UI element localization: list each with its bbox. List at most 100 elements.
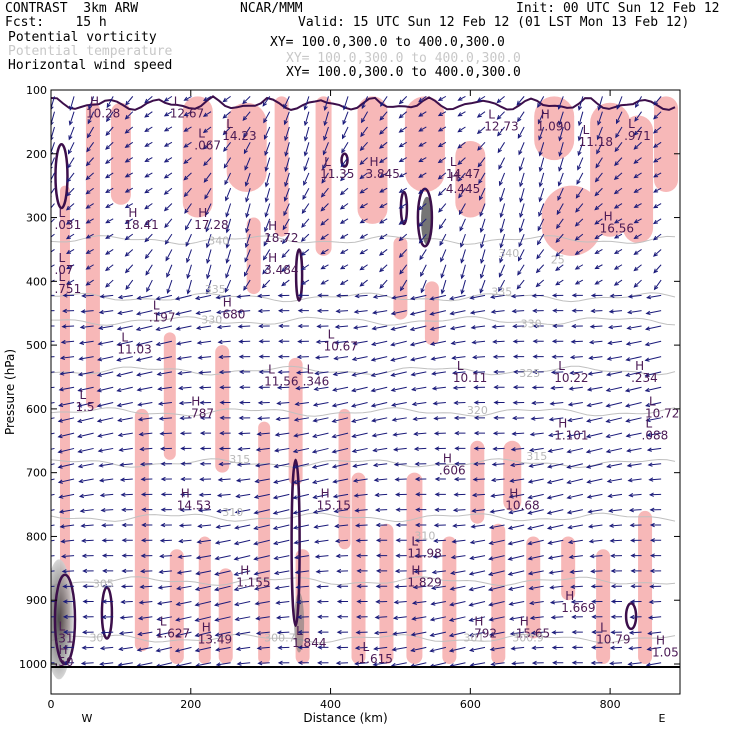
wind-arrow xyxy=(433,538,446,543)
wind-arrow xyxy=(457,141,466,149)
theta-contour-line xyxy=(51,316,676,326)
wind-arrow xyxy=(379,218,388,224)
wind-arrow xyxy=(633,203,642,208)
wind-arrow xyxy=(531,660,544,666)
wind-arrow xyxy=(136,294,153,300)
low-center-marker: L xyxy=(226,117,233,131)
theta-contour-label: 300.7 xyxy=(264,632,296,645)
wind-arrow xyxy=(430,356,446,361)
wind-arrow xyxy=(648,599,662,605)
wind-arrow xyxy=(372,294,388,299)
wind-arrow xyxy=(186,279,192,295)
wind-arrow xyxy=(116,356,133,362)
wind-arrow xyxy=(646,432,662,437)
wind-arrow xyxy=(281,279,290,287)
wind-arrow xyxy=(653,96,662,106)
wind-arrow xyxy=(66,279,75,285)
wind-arrow xyxy=(499,233,506,249)
wind-arrow xyxy=(547,539,564,545)
wind-arrow xyxy=(453,400,466,406)
wind-arrow xyxy=(155,325,173,332)
wind-arrow xyxy=(77,371,94,377)
wind-arrow xyxy=(283,111,290,126)
wind-arrow xyxy=(399,264,408,275)
low-center-marker: L xyxy=(153,299,160,313)
wind-arrow xyxy=(437,126,447,132)
wind-arrow xyxy=(105,218,114,224)
hl-center-value: 1.844 xyxy=(292,636,326,650)
wind-arrow xyxy=(493,385,505,390)
wind-arrow xyxy=(379,264,388,273)
wind-arrow xyxy=(255,447,270,452)
wind-arrow xyxy=(303,142,310,157)
theta-contour-line xyxy=(51,407,676,417)
wind-arrow xyxy=(202,141,212,150)
wind-arrow xyxy=(163,126,173,132)
wind-arrow xyxy=(574,249,584,255)
wind-arrow xyxy=(480,249,486,265)
wind-arrow xyxy=(552,660,564,665)
wind-arrow xyxy=(546,493,564,500)
hl-center-value: 1.050 xyxy=(652,645,686,659)
wind-arrow xyxy=(646,294,662,300)
wind-arrow xyxy=(58,493,75,499)
wind-arrow xyxy=(437,141,447,148)
hl-center-value: 14.47 xyxy=(446,167,480,181)
wind-arrow xyxy=(356,599,368,604)
wind-arrow xyxy=(214,616,231,622)
wind-arrow xyxy=(512,324,525,329)
wind-arrow xyxy=(649,553,662,558)
wind-arrow xyxy=(594,187,603,197)
wind-arrow xyxy=(85,233,94,239)
theta-contour-line xyxy=(51,512,676,523)
wind-arrow xyxy=(335,553,349,559)
wind-arrow xyxy=(342,126,349,140)
wind-arrow xyxy=(449,601,466,607)
wind-arrow xyxy=(645,417,662,423)
wind-arrow xyxy=(374,492,388,498)
wind-arrow xyxy=(334,538,349,544)
wind-arrow xyxy=(100,630,114,635)
wind-arrow xyxy=(59,355,75,360)
hl-center-value: .067 xyxy=(194,138,221,152)
hl-center-value: .234 xyxy=(631,371,658,385)
hl-center-value: .197 xyxy=(149,311,176,325)
hl-center-value: 10.72 xyxy=(645,406,679,420)
low-center-marker: L xyxy=(79,388,86,402)
wind-arrow xyxy=(314,370,329,376)
wind-arrow xyxy=(51,356,55,358)
theta-contour-label: 310 xyxy=(414,530,435,543)
wind-arrow xyxy=(273,555,290,561)
wind-arrow xyxy=(238,431,251,436)
y-tick-label: 400 xyxy=(26,275,47,288)
wind-arrow xyxy=(379,111,388,121)
wind-arrow xyxy=(390,340,407,347)
wind-arrow xyxy=(530,630,544,636)
wind-arrow xyxy=(322,142,329,156)
wind-arrow xyxy=(633,249,642,255)
wind-arrow xyxy=(51,249,55,255)
wind-arrow xyxy=(649,538,662,543)
wind-arrow xyxy=(374,615,388,620)
x-axis-title: Distance (km) xyxy=(303,711,387,725)
wind-arrow xyxy=(531,293,544,298)
wind-arrow xyxy=(538,142,545,157)
wind-arrow xyxy=(375,522,388,528)
wind-arrow xyxy=(498,172,506,187)
pv-contour-line xyxy=(54,142,69,210)
wind-arrow xyxy=(51,402,55,404)
wind-arrow xyxy=(629,523,642,528)
high-center-marker: H xyxy=(90,95,99,109)
wind-arrow xyxy=(613,172,623,181)
wind-arrow xyxy=(605,447,623,454)
wind-arrow xyxy=(225,234,232,249)
hl-center-value: 10.79 xyxy=(596,633,630,647)
wind-arrow xyxy=(587,371,603,376)
wind-arrow xyxy=(225,218,232,234)
wind-arrow xyxy=(214,570,231,576)
wind-arrow xyxy=(527,555,544,561)
wind-arrow xyxy=(571,293,583,298)
wind-arrow xyxy=(615,126,623,139)
wind-arrow xyxy=(379,279,388,289)
wind-arrow xyxy=(300,279,310,285)
